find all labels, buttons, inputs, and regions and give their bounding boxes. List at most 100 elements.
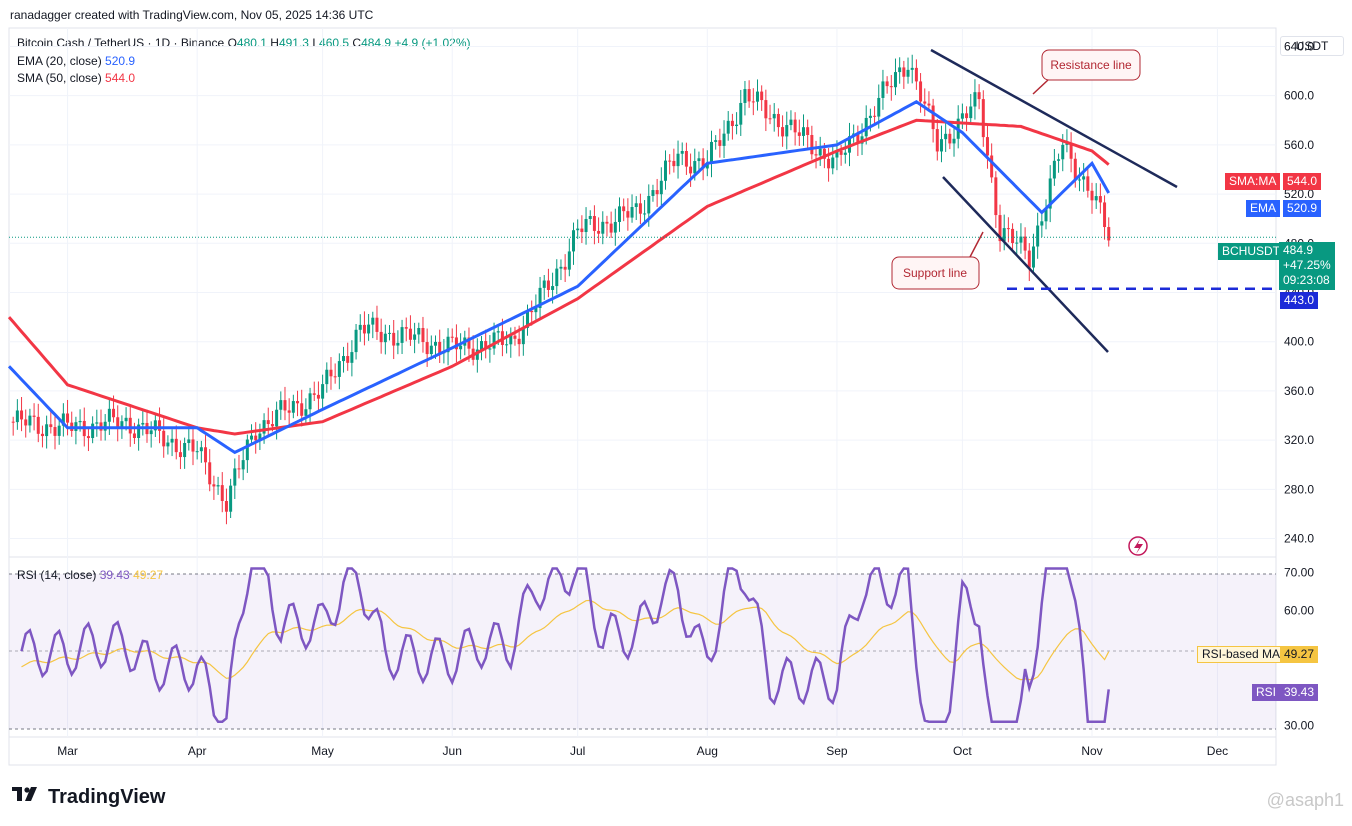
candle-body — [1090, 190, 1094, 201]
candle-body — [57, 425, 61, 436]
rsi-line[interactable] — [20, 567, 1110, 723]
price-chart[interactable]: Resistance line Support line 640.0 600.0 5… — [0, 0, 1352, 780]
candle-body — [216, 485, 220, 487]
ema-legend-label[interactable]: EMA (20, close) — [17, 53, 102, 68]
rsi-legend[interactable]: RSI (14, close) 39.43 49.27 — [17, 568, 163, 582]
candle-body — [262, 420, 266, 434]
last-price-value: 484.9 — [1283, 243, 1314, 257]
candle-body — [241, 460, 245, 470]
candle-body — [534, 307, 538, 313]
candle-body — [647, 195, 651, 214]
candle-body — [103, 421, 107, 431]
candle-body — [701, 158, 705, 169]
resistance-callout-box[interactable] — [1041, 49, 1141, 81]
watermark: @asaph1 — [1266, 790, 1344, 810]
candle-body — [1036, 225, 1040, 247]
candle-body — [572, 230, 576, 252]
candle-body — [388, 332, 392, 334]
ema-line[interactable] — [7, 100, 1111, 455]
rsi-axis-label: RSI — [1252, 684, 1281, 701]
sma-legend-label[interactable]: SMA (50, close) — [17, 71, 102, 85]
candle-body — [1006, 228, 1010, 230]
candle-body — [601, 221, 605, 234]
level-axis-tag: 443.0 — [1280, 292, 1319, 309]
candle-body — [492, 332, 496, 349]
candle-body — [421, 327, 425, 343]
candle-body — [939, 139, 943, 152]
candle-body — [1052, 160, 1056, 179]
candle-body — [1023, 236, 1027, 251]
candle-body — [237, 468, 241, 470]
ohlc-close-label: C — [352, 36, 362, 50]
candle-body — [1015, 242, 1019, 244]
chart-attribution: ranadagger created with TradingView.com,… — [10, 8, 374, 22]
candle-body — [183, 443, 187, 458]
candle-body — [994, 177, 998, 216]
rsi-axis[interactable]: 70.00 60.00 30.00 — [1284, 565, 1314, 732]
candle-body — [1019, 236, 1023, 243]
candle-body — [258, 433, 262, 441]
tradingview-logo[interactable]: TradingView — [12, 786, 165, 809]
price-tick-label: 400.0 — [1284, 335, 1314, 349]
candle-body — [91, 423, 95, 439]
candle-body — [839, 150, 843, 155]
candle-body — [178, 452, 182, 458]
candle-body — [856, 133, 860, 144]
candle-body — [450, 336, 454, 338]
candle-body — [484, 341, 488, 350]
candle-body — [768, 118, 772, 120]
candle-body — [1103, 202, 1107, 228]
candle-body — [977, 92, 981, 100]
candle-body — [153, 420, 157, 431]
candle-body — [960, 113, 964, 119]
candle-body — [772, 113, 776, 119]
sma-line[interactable] — [7, 118, 1110, 436]
candle-body — [279, 400, 283, 410]
candle-body — [1086, 176, 1090, 191]
candle-body — [308, 393, 312, 410]
candle-body — [400, 327, 404, 343]
time-axis[interactable]: Mar Apr May Jun Jul Aug Sep Oct Nov Dec — [57, 744, 1228, 758]
time-tick-label: May — [311, 744, 334, 758]
support-callout-pointer — [969, 231, 984, 258]
candle-body — [417, 327, 421, 335]
candle-body — [835, 150, 839, 158]
candle-body — [61, 413, 65, 426]
candle-body — [270, 424, 274, 427]
candle-body — [166, 442, 170, 447]
candle-body — [204, 447, 208, 463]
candle-body — [350, 352, 354, 363]
candle-body — [730, 120, 734, 127]
candle-body — [605, 221, 609, 224]
lightning-icon[interactable] — [1128, 536, 1148, 556]
candle-body — [346, 356, 350, 363]
candle-body — [1098, 196, 1102, 203]
candle-body — [195, 451, 199, 453]
candle-body — [923, 101, 927, 104]
candle-body — [1082, 176, 1086, 180]
candle-body — [580, 228, 584, 233]
candle-body — [990, 155, 994, 178]
candle-body — [801, 127, 805, 136]
rsi-ma-axis-value: 49.27 — [1280, 646, 1319, 663]
candle-body — [316, 394, 320, 399]
candle-body — [881, 81, 885, 98]
support-callout-box[interactable] — [891, 256, 980, 290]
candle-body — [609, 223, 613, 233]
candle-body — [818, 148, 822, 156]
candle-body — [296, 401, 300, 404]
ohlc-low-label: L — [312, 36, 320, 50]
candle-body — [149, 430, 153, 435]
currency-selector[interactable]: USDT — [1280, 36, 1344, 56]
rsi-ma-line[interactable] — [21, 599, 1110, 681]
candle-body — [158, 420, 162, 431]
candle-body — [722, 133, 726, 146]
candle-body — [1057, 159, 1061, 161]
candle-body — [634, 203, 638, 208]
resistance-trendline[interactable] — [930, 48, 1178, 189]
price-tick-label: 640.0 — [1284, 39, 1314, 53]
candle-body — [488, 348, 492, 350]
support-trendline[interactable] — [942, 176, 1109, 353]
candle-body — [459, 345, 463, 350]
candle-body — [1044, 208, 1048, 222]
